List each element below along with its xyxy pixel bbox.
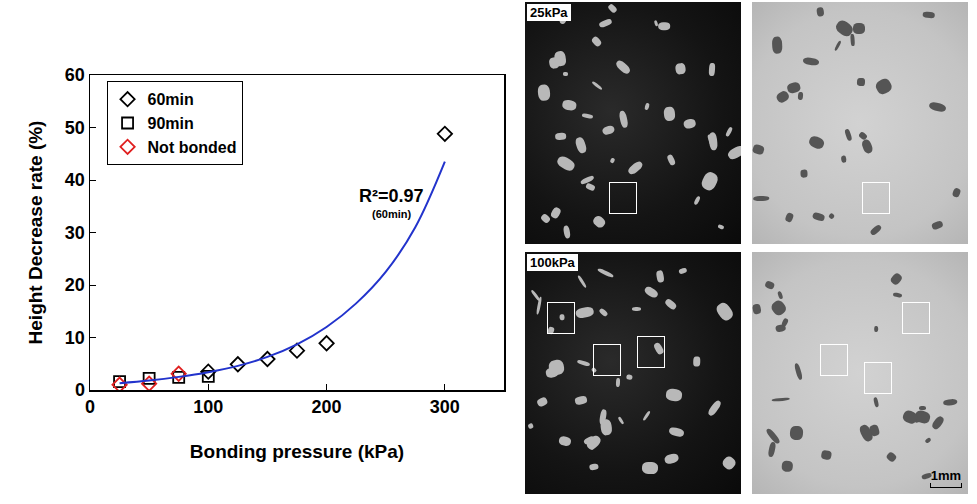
svg-text:60: 60 — [65, 65, 85, 85]
svg-text:30: 30 — [65, 223, 85, 243]
svg-text:0: 0 — [85, 397, 95, 417]
svg-text:Not bonded: Not bonded — [148, 139, 237, 156]
html-text:25kPa: 25kPa — [530, 5, 568, 20]
svg-text:10: 10 — [65, 328, 85, 348]
svg-text:200: 200 — [312, 397, 342, 417]
svg-text:40: 40 — [65, 170, 85, 190]
svg-text:100: 100 — [193, 397, 223, 417]
html-text:1mm: 1mm — [930, 468, 962, 483]
svg-text:Bonding pressure (kPa): Bonding pressure (kPa) — [190, 441, 404, 462]
svg-text:50: 50 — [65, 118, 85, 138]
svg-text:90min: 90min — [148, 115, 194, 132]
svg-text:(60min): (60min) — [372, 208, 411, 220]
svg-text:Height Decrease rate (%): Height Decrease rate (%) — [25, 121, 46, 345]
svg-text:20: 20 — [65, 275, 85, 295]
svg-text:R²=0.97: R²=0.97 — [359, 186, 424, 206]
svg-text:60min: 60min — [148, 91, 194, 108]
svg-text:300: 300 — [430, 397, 460, 417]
html-text:100kPa: 100kPa — [530, 255, 575, 270]
svg-text:0: 0 — [75, 380, 85, 400]
